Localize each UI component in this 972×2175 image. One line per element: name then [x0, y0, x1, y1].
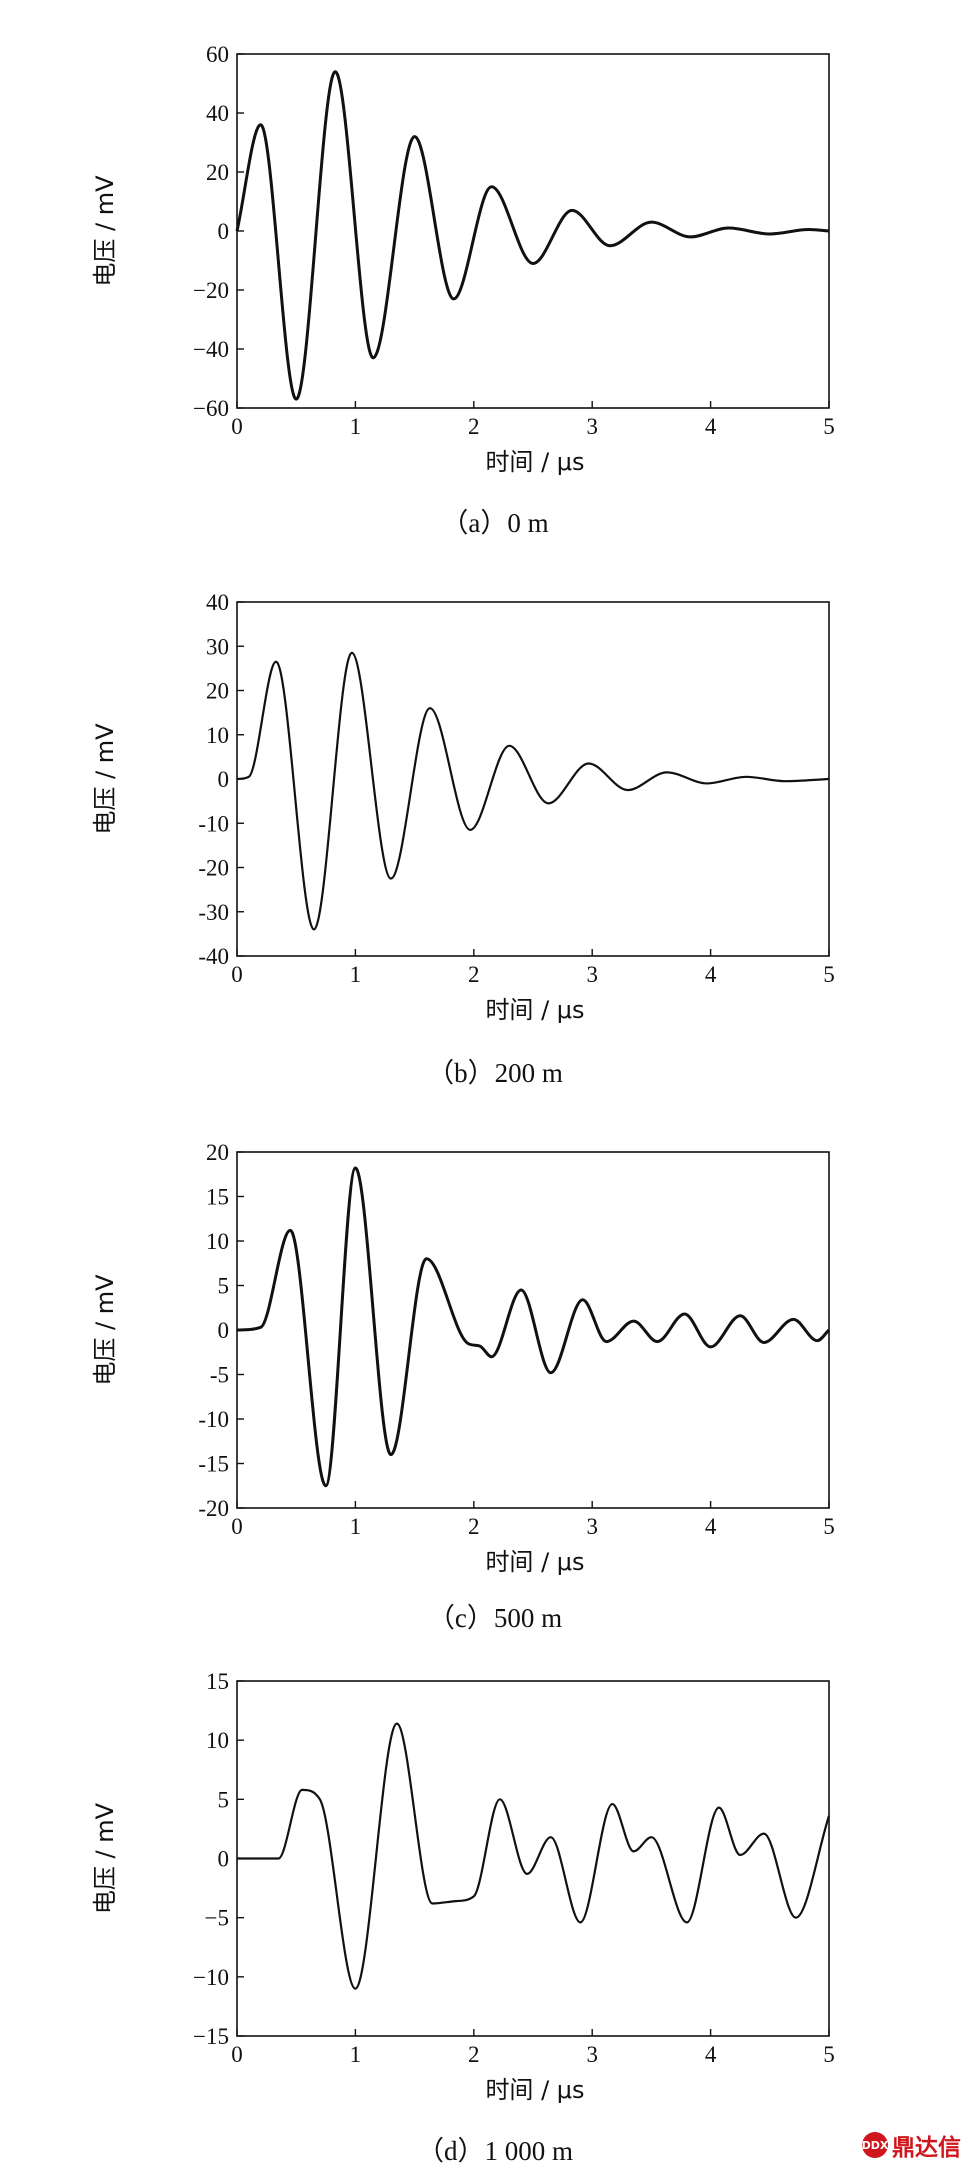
chart-caption: （c）500 m [428, 1603, 562, 1633]
x-tick-label: 2 [468, 1514, 480, 1539]
plot-frame [236, 601, 830, 957]
y-tick-label: −10 [193, 1965, 229, 1990]
y-tick-label: -15 [198, 1452, 229, 1477]
y-tick-label: 20 [206, 1140, 229, 1165]
x-tick-label: 0 [231, 962, 243, 987]
x-tick-label: 4 [705, 414, 717, 439]
x-tick-label: 4 [705, 962, 717, 987]
y-tick-label: -10 [198, 1407, 229, 1432]
x-tick-label: 5 [823, 414, 835, 439]
y-tick-label: 10 [206, 1728, 229, 1753]
chart-0v-0m: 0 1 2 3 4 5 −60 −40 −20 0 20 40 60 时间 / μs 电压 / mV （a）0… [91, 42, 835, 538]
y-tick-label: 0 [218, 1847, 230, 1872]
chart-caption: （b）200 m [427, 1058, 563, 1088]
y-tick-label: 15 [206, 1185, 229, 1210]
y-tick-label: 10 [206, 1229, 229, 1254]
x-tick-label: 2 [468, 414, 480, 439]
chart-caption: （d）1 000 m [417, 2136, 573, 2166]
y-tick-label: -20 [198, 1496, 229, 1521]
x-tick-label: 0 [231, 1514, 243, 1539]
waveform-line [236, 651, 830, 931]
plot-frame [236, 1151, 830, 1509]
y-tick-label: 5 [218, 1787, 230, 1812]
x-tick-label: 4 [705, 2042, 717, 2067]
x-axis-title: 时间 / μs [485, 996, 584, 1024]
y-tick-label: 30 [206, 634, 229, 659]
y-tick-label: −20 [193, 278, 229, 303]
y-tick-label: 20 [206, 160, 229, 185]
chart-500m: 0 1 2 3 4 5 -20 -15 -10 -5 0 5 10 15 20 时间 / μs 电压 / mV （… [91, 1140, 835, 1633]
x-axis-title: 时间 / μs [485, 2076, 584, 2104]
y-axis-title: 电压 / mV [91, 1802, 119, 1914]
x-tick-label: 1 [350, 1514, 362, 1539]
x-tick-label: 1 [350, 2042, 362, 2067]
y-tick-label: 40 [206, 590, 229, 615]
chart-1000m: 0 1 2 3 4 5 −15 −10 −5 0 5 10 15 时间 / μs 电压 / mV （d）1 0… [91, 1669, 835, 2166]
x-tick-label: 3 [586, 2042, 598, 2067]
watermark-text: 鼎达信 [892, 2135, 961, 2161]
y-axis-title: 电压 / mV [91, 723, 119, 835]
waveform-line [236, 1166, 831, 1488]
plot-frame [236, 1680, 830, 2037]
x-tick-label: 3 [586, 962, 598, 987]
y-tick-label: 0 [218, 219, 230, 244]
x-tick-label: 5 [823, 962, 835, 987]
x-tick-label: 4 [705, 1514, 717, 1539]
watermark-badge-icon: DDX [862, 2132, 888, 2158]
y-tick-label: 20 [206, 679, 229, 704]
x-tick-label: 5 [823, 2042, 835, 2067]
chart-caption: （a）0 m [441, 508, 548, 538]
waveform-line [236, 1722, 831, 1990]
y-tick-label: −5 [205, 1906, 229, 1931]
y-axis-title: 电压 / mV [91, 1274, 119, 1386]
y-tick-label: -20 [198, 856, 229, 881]
watermark-logo: DDX 鼎达信 [862, 2128, 961, 2162]
y-tick-label: -5 [210, 1363, 229, 1388]
x-axis-title: 时间 / μs [485, 1548, 584, 1576]
x-tick-label: 2 [468, 2042, 480, 2067]
y-tick-label: 0 [218, 767, 230, 792]
x-tick-label: 0 [231, 414, 243, 439]
x-tick-label: 1 [350, 414, 362, 439]
y-tick-label: 15 [206, 1669, 229, 1694]
y-tick-label: -10 [198, 811, 229, 836]
x-tick-label: 1 [350, 962, 362, 987]
y-tick-label: 10 [206, 723, 229, 748]
y-tick-label: −60 [193, 396, 229, 421]
y-tick-label: -30 [198, 900, 229, 925]
x-tick-label: 3 [586, 1514, 598, 1539]
y-tick-label: 40 [206, 101, 229, 126]
y-tick-label: 5 [218, 1274, 230, 1299]
x-tick-label: 2 [468, 962, 480, 987]
y-tick-label: -40 [198, 944, 229, 969]
y-tick-label: −40 [193, 337, 229, 362]
y-tick-label: −15 [193, 2024, 229, 2049]
x-tick-label: 5 [823, 1514, 835, 1539]
chart-200m: 0 1 2 3 4 5 -40 -30 -20 -10 0 10 20 30 40 时间 / μs 电压 / m… [91, 590, 835, 1088]
x-tick-label: 3 [586, 414, 598, 439]
y-tick-label: 0 [218, 1318, 230, 1343]
y-axis-title: 电压 / mV [91, 175, 119, 287]
y-tick-label: 60 [206, 42, 229, 67]
waveform-line [235, 70, 830, 401]
x-axis-title: 时间 / μs [485, 448, 584, 476]
x-tick-label: 0 [231, 2042, 243, 2067]
